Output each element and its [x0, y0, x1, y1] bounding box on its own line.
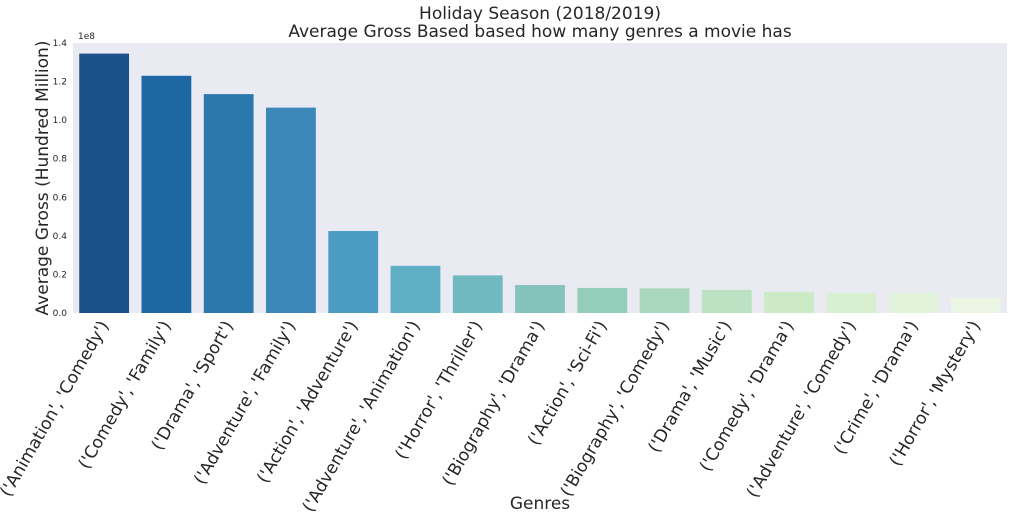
x-tick-label: ('Biography', 'Comedy'): [557, 318, 674, 501]
bar-11: [764, 291, 814, 313]
bar-10: [701, 289, 752, 313]
bar-0: [79, 53, 130, 314]
bar-12: [826, 292, 877, 313]
y-tick-label: 1.4: [53, 39, 68, 49]
bar-3: [266, 107, 316, 313]
bar-5: [390, 265, 441, 313]
bar-2: [203, 94, 254, 313]
chart-title: Holiday Season (2018/2019): [419, 4, 661, 24]
y-tick-label: 1.0: [53, 116, 68, 126]
x-tick-label: ('Animation', 'Comedy'): [0, 318, 113, 501]
bar-1: [141, 75, 192, 313]
y-tick-label: 1.2: [53, 78, 67, 88]
y-ticks-group: 0.0 0.2 0.4 0.6 0.8 1.0 1.2 1.4: [53, 39, 68, 319]
x-tick-label: ('Adventure', 'Animation'): [299, 318, 425, 516]
bar-4: [328, 231, 379, 313]
bars-group: [79, 53, 1001, 314]
y-offset-label: 1e8: [78, 32, 95, 42]
y-tick-label: 0.8: [53, 155, 68, 165]
y-axis-label: Average Gross (Hundred Million): [33, 41, 53, 316]
y-tick-label: 0.0: [53, 309, 68, 319]
y-tick-label: 0.6: [53, 193, 68, 203]
bar-8: [577, 287, 628, 313]
y-tick-label: 0.4: [53, 232, 68, 242]
x-axis-label: Genres: [510, 494, 570, 514]
bar-14: [950, 297, 1001, 313]
x-tick-label: ('Adventure', 'Comedy'): [743, 318, 861, 502]
bar-9: [639, 288, 690, 313]
chart-subtitle: Average Gross Based based how many genre…: [288, 22, 792, 42]
bar-7: [515, 285, 565, 313]
bar-6: [452, 275, 503, 313]
bar-13: [888, 292, 939, 313]
y-tick-label: 0.2: [53, 270, 67, 280]
x-ticks-group: ('Animation', 'Comedy')('Comedy', 'Famil…: [0, 318, 985, 516]
